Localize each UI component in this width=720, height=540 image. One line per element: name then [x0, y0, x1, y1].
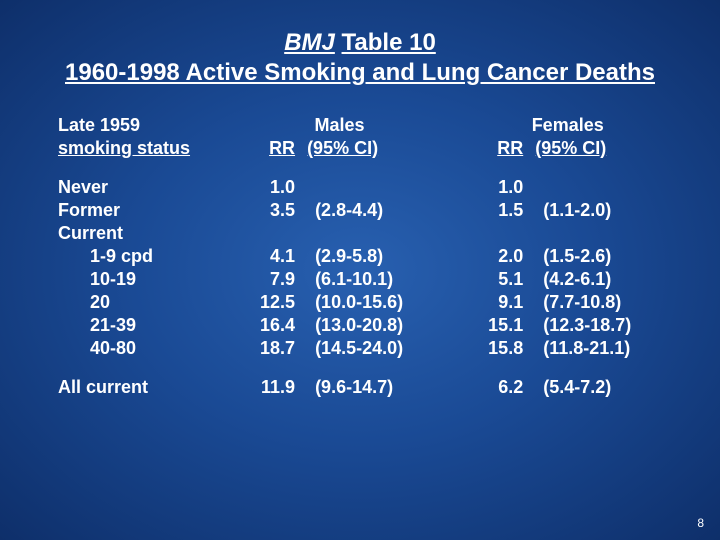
cell-rr: 7.9	[241, 268, 299, 291]
data-table: Late 1959 Males Females smoking status R…	[54, 114, 666, 399]
table-row: 10-19 7.9 (6.1-10.1) 5.1 (4.2-6.1)	[54, 268, 666, 291]
row-label: 40-80	[54, 337, 241, 360]
cell-ci: (2.8-4.4)	[299, 199, 438, 222]
cell-ci: (7.7-10.8)	[527, 291, 666, 314]
header-ci-females: (95% CI)	[527, 137, 666, 160]
row-label: Former	[54, 199, 241, 222]
title-table-number: Table 10	[342, 29, 436, 56]
cell-rr: 5.1	[469, 268, 527, 291]
header-males: Males	[241, 114, 438, 137]
row-label: 1-9 cpd	[54, 245, 241, 268]
cell-ci: (10.0-15.6)	[299, 291, 438, 314]
cell-rr: 3.5	[241, 199, 299, 222]
cell-rr: 6.2	[469, 376, 527, 399]
slide: BMJ Table 10 1960-1998 Active Smoking an…	[0, 0, 720, 540]
header-rowlabel-line2: smoking status	[58, 138, 190, 158]
cell-ci: (13.0-20.8)	[299, 314, 438, 337]
cell-ci: (2.9-5.8)	[299, 245, 438, 268]
row-label: 21-39	[54, 314, 241, 337]
cell-rr: 1.0	[241, 176, 299, 199]
row-label: All current	[54, 376, 241, 399]
header-rr-males: RR	[241, 137, 299, 160]
cell-rr: 1.5	[469, 199, 527, 222]
row-label: Never	[54, 176, 241, 199]
table-row: Never 1.0 1.0	[54, 176, 666, 199]
table-header-row: Late 1959 Males Females	[54, 114, 666, 137]
header-rr-females: RR	[469, 137, 527, 160]
cell-rr: 15.8	[469, 337, 527, 360]
row-label: 20	[54, 291, 241, 314]
cell-ci: (1.1-2.0)	[527, 199, 666, 222]
cell-ci	[299, 176, 438, 199]
cell-rr: 1.0	[469, 176, 527, 199]
cell-rr: 16.4	[241, 314, 299, 337]
row-label: Current	[54, 222, 241, 245]
slide-title: BMJ Table 10 1960-1998 Active Smoking an…	[54, 28, 666, 88]
cell-ci: (12.3-18.7)	[527, 314, 666, 337]
table-row: 1-9 cpd 4.1 (2.9-5.8) 2.0 (1.5-2.6)	[54, 245, 666, 268]
table-row: All current 11.9 (9.6-14.7) 6.2 (5.4-7.2…	[54, 376, 666, 399]
cell-ci: (5.4-7.2)	[527, 376, 666, 399]
header-rowlabel-line1: Late 1959	[54, 114, 241, 137]
page-number: 8	[697, 516, 704, 530]
cell-rr: 12.5	[241, 291, 299, 314]
header-females: Females	[469, 114, 666, 137]
table-row: 40-80 18.7 (14.5-24.0) 15.8 (11.8-21.1)	[54, 337, 666, 360]
cell-ci: (1.5-2.6)	[527, 245, 666, 268]
cell-rr: 2.0	[469, 245, 527, 268]
table-row: Former 3.5 (2.8-4.4) 1.5 (1.1-2.0)	[54, 199, 666, 222]
row-label: 10-19	[54, 268, 241, 291]
cell-rr: 9.1	[469, 291, 527, 314]
title-bmj: BMJ	[284, 29, 335, 56]
header-ci-males: (95% CI)	[299, 137, 438, 160]
cell-ci: (6.1-10.1)	[299, 268, 438, 291]
table-header-row: smoking status RR (95% CI) RR (95% CI)	[54, 137, 666, 160]
cell-rr: 11.9	[241, 376, 299, 399]
cell-rr: 15.1	[469, 314, 527, 337]
cell-ci: (9.6-14.7)	[299, 376, 438, 399]
cell-rr: 18.7	[241, 337, 299, 360]
cell-ci: (14.5-24.0)	[299, 337, 438, 360]
cell-ci	[527, 176, 666, 199]
cell-ci: (11.8-21.1)	[527, 337, 666, 360]
title-subtitle: 1960-1998 Active Smoking and Lung Cancer…	[65, 58, 655, 88]
table-row: Current	[54, 222, 666, 245]
cell-rr: 4.1	[241, 245, 299, 268]
cell-ci: (4.2-6.1)	[527, 268, 666, 291]
table-row: 20 12.5 (10.0-15.6) 9.1 (7.7-10.8)	[54, 291, 666, 314]
table-row: 21-39 16.4 (13.0-20.8) 15.1 (12.3-18.7)	[54, 314, 666, 337]
